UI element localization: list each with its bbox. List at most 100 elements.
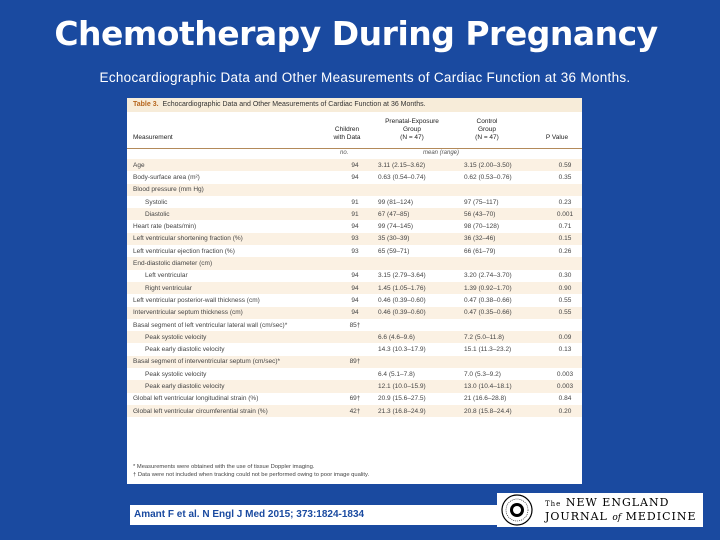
cell-prenatal: 6.4 (5.1–7.8): [378, 370, 415, 378]
cell-measurement: Right ventricular: [127, 281, 340, 295]
cell-measurement: Left ventricular: [145, 272, 188, 280]
cell-children: [340, 331, 370, 344]
cell-pvalue: [548, 183, 582, 196]
table-row: Left ventricular ejection fraction (%) 93…: [127, 245, 582, 257]
data-table: Age 94 3.11 (2.15–3.62) 3.15 (2.00–3.50) 0.5…: [127, 159, 582, 418]
cell-pvalue: 0.55: [548, 306, 582, 319]
cell-prenatal: 3.15 (2.79–3.64): [378, 272, 426, 280]
cell-pvalue: 0.23: [558, 198, 572, 206]
cell-measurement: Heart rate (beats/min): [133, 223, 197, 231]
cell-measurement: Body-surface area (m²): [133, 173, 200, 181]
cell-pvalue: 0.003: [556, 370, 574, 378]
cell-prenatal: 3.11 (2.15–3.62): [370, 159, 460, 172]
cell-control: 66 (61–79): [464, 247, 496, 255]
cell-control: [460, 257, 548, 270]
cell-prenatal: 6.6 (4.6–9.6): [370, 331, 460, 344]
cell-measurement: Left ventricular ejection fraction (%): [133, 247, 235, 255]
cell-prenatal: 99 (74–145): [378, 223, 414, 231]
cell-children: 93: [340, 232, 370, 246]
cell-prenatal: [370, 183, 460, 196]
cell-children: [340, 380, 370, 393]
cell-control: 7.0 (5.3–9.2): [464, 370, 501, 378]
cell-children: 94: [351, 296, 359, 304]
table-row: Basal segment of interventricular septum…: [127, 355, 582, 369]
cell-pvalue: 0.30: [558, 272, 572, 280]
units-mean: mean (range): [423, 150, 460, 156]
col-prenatal: Prenatal-Exposure Group (N = 47): [367, 118, 457, 142]
cell-children: [340, 183, 370, 196]
cell-measurement: Global left ventricular circumferential …: [127, 404, 340, 418]
journal-line2: JOURNAL of MEDICINE: [545, 510, 696, 523]
footnote: * Measurements were obtained with the us…: [133, 464, 315, 470]
cell-measurement: Peak systolic velocity: [127, 331, 340, 344]
cell-prenatal: 21.3 (16.8–24.9): [370, 404, 460, 418]
cell-pvalue: 0.59: [548, 159, 582, 172]
table-row: Interventricular septum thickness (cm) 94…: [127, 306, 582, 319]
cell-pvalue: 0.15: [548, 232, 582, 246]
cell-control: 7.2 (5.0–11.8): [460, 331, 548, 344]
cell-children: 94: [351, 223, 359, 231]
cell-control: 0.47 (0.38–0.66): [464, 296, 512, 304]
cell-prenatal: 0.46 (0.39–0.60): [370, 306, 460, 319]
cell-pvalue: [548, 355, 582, 369]
cell-measurement: Interventricular septum thickness (cm): [127, 306, 340, 319]
citation: Amant F et al. N Engl J Med 2015; 373:18…: [130, 505, 518, 525]
table-label: Table 3.: [133, 101, 159, 108]
cell-control: 3.15 (2.00–3.50): [460, 159, 548, 172]
cell-prenatal: 1.45 (1.05–1.76): [370, 281, 460, 295]
col-children: Children with Data: [327, 126, 367, 142]
table-row: End-diastolic diameter (cm): [127, 257, 582, 270]
cell-prenatal: 0.46 (0.39–0.60): [378, 296, 426, 304]
cell-prenatal: 67 (47–85): [370, 208, 460, 221]
cell-children: 91: [351, 198, 359, 206]
col-control-l1: Control: [476, 118, 498, 125]
cell-children: 94: [351, 173, 359, 181]
table-footnotes: * Measurements were obtained with the us…: [133, 463, 369, 479]
cell-measurement: End-diastolic diameter (cm): [127, 257, 340, 270]
cell-prenatal: 12.1 (10.0–15.9): [370, 380, 460, 393]
table-row: Age 94 3.11 (2.15–3.62) 3.15 (2.00–3.50) 0.5…: [127, 159, 582, 172]
cell-control: [460, 183, 548, 196]
cell-control: 13.0 (10.4–18.1): [460, 380, 548, 393]
units-row: no. mean (range): [127, 149, 582, 159]
slide-subtitle: Echocardiographic Data and Other Measure…: [99, 70, 631, 85]
cell-pvalue: 0.003: [548, 380, 582, 393]
table-caption-text: Echocardiographic Data and Other Measure…: [162, 101, 426, 108]
journal-name-2b: MEDICINE: [625, 510, 697, 523]
cell-pvalue: 0.20: [548, 404, 582, 418]
table-row: Basal segment of left ventricular latera…: [127, 319, 582, 331]
slide-title: Chemotherapy During Pregnancy: [54, 14, 658, 53]
cell-control: [460, 355, 548, 369]
cell-control: 0.62 (0.53–0.76): [464, 173, 512, 181]
cell-control: 36 (32–46): [460, 232, 548, 246]
journal-line1: The NEW ENGLAND: [545, 496, 669, 509]
cell-prenatal: 35 (30–39): [370, 232, 460, 246]
table-caption: Table 3. Echocardiographic Data and Other…: [127, 98, 582, 112]
cell-measurement: Left ventricular shortening fraction (%): [127, 232, 340, 246]
journal-name-1: NEW ENGLAND: [565, 496, 670, 509]
cell-pvalue: 0.001: [548, 208, 582, 221]
cell-control: 1.39 (0.92–1.70): [460, 281, 548, 295]
cell-children: [340, 368, 370, 380]
cell-pvalue: 0.55: [558, 296, 572, 304]
cell-measurement: Global left ventricular longitudinal str…: [133, 395, 259, 403]
table-row: Peak early diastolic velocity 12.1 (10.0–…: [127, 380, 582, 393]
col-pvalue: P Value: [545, 134, 569, 141]
cell-pvalue: 0.09: [548, 331, 582, 344]
col-prenatal-l3: (N = 47): [400, 134, 424, 141]
cell-measurement: Peak early diastolic velocity: [145, 346, 225, 354]
cell-control: [460, 319, 548, 331]
table-row: Left ventricular shortening fraction (%)…: [127, 232, 582, 246]
cell-measurement: Peak early diastolic velocity: [127, 380, 340, 393]
cell-children: 94: [340, 281, 370, 295]
cell-control: 97 (75–117): [464, 198, 499, 206]
cell-pvalue: 0.90: [548, 281, 582, 295]
cell-prenatal: [370, 355, 460, 369]
cell-pvalue: 0.26: [558, 247, 572, 255]
cell-children: [340, 257, 370, 270]
units-no: no.: [340, 150, 349, 156]
cell-measurement: Age: [127, 159, 340, 172]
cell-children: 94: [340, 306, 370, 319]
cell-control: 20.8 (15.8–24.4): [460, 404, 548, 418]
cell-prenatal: 65 (59–71): [378, 247, 410, 255]
